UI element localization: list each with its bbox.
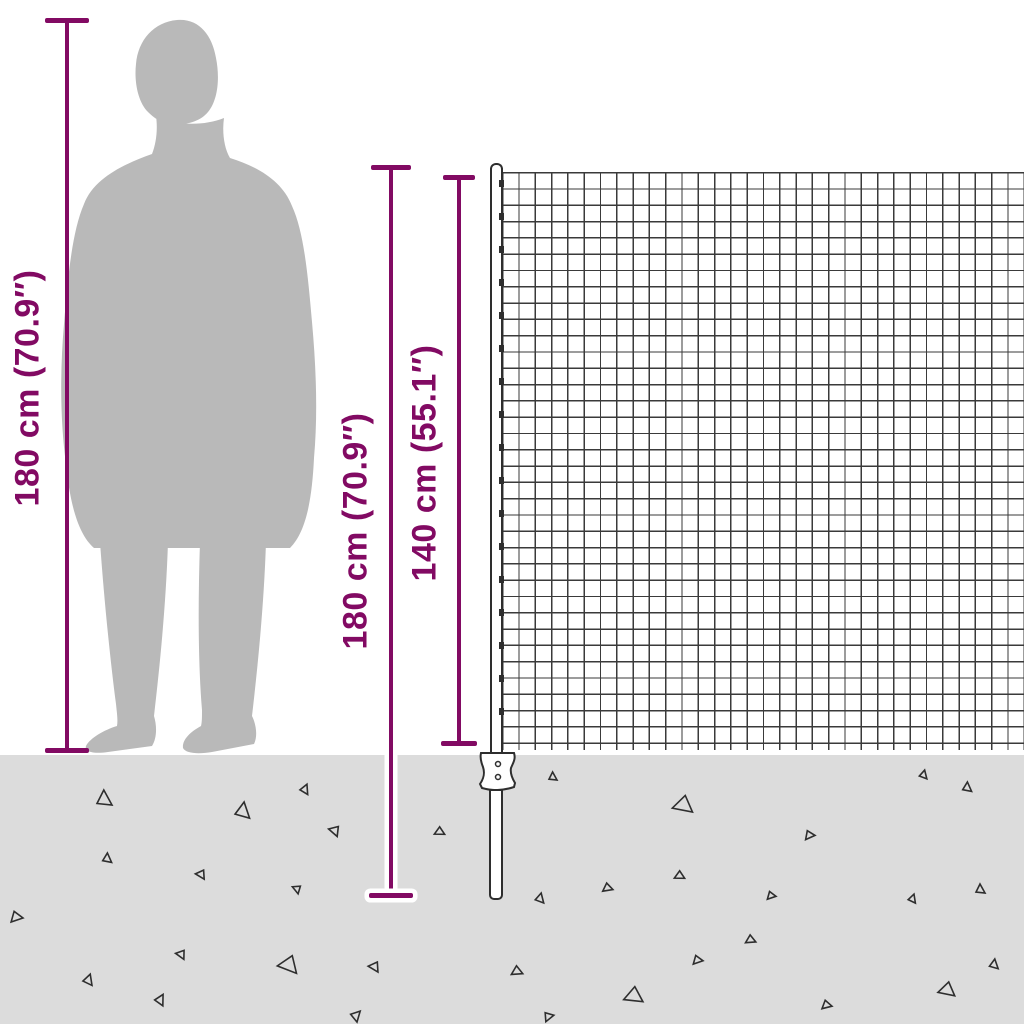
- dimension-label-person-height: 180 cm (70.9″): [8, 269, 47, 507]
- fence-post-clips: [499, 180, 504, 740]
- person-silhouette-shape: [61, 19, 317, 754]
- post-ground-bracket: [478, 752, 517, 791]
- bracket-screw-hole: [494, 773, 502, 781]
- ground: [0, 755, 1024, 1024]
- dimension-cap-bottom: [369, 893, 413, 898]
- dimension-label-post-total-height: 180 cm (70.9″): [336, 412, 375, 650]
- dimension-cap-bottom: [45, 748, 89, 753]
- dimension-line: [65, 18, 69, 753]
- dimension-cap-bottom: [441, 741, 477, 746]
- fence-mesh: [502, 172, 1024, 750]
- person-silhouette: [61, 19, 317, 754]
- dimension-cap-top: [443, 175, 475, 180]
- post-ground-spike: [489, 789, 503, 900]
- dimension-line: [457, 175, 461, 745]
- dimension-line: [389, 165, 393, 897]
- bracket-screw-hole: [494, 760, 502, 768]
- dimension-label-fence-height: 140 cm (55.1″): [405, 344, 444, 582]
- dimension-cap-top: [371, 165, 411, 170]
- dimension-cap-top: [45, 18, 89, 23]
